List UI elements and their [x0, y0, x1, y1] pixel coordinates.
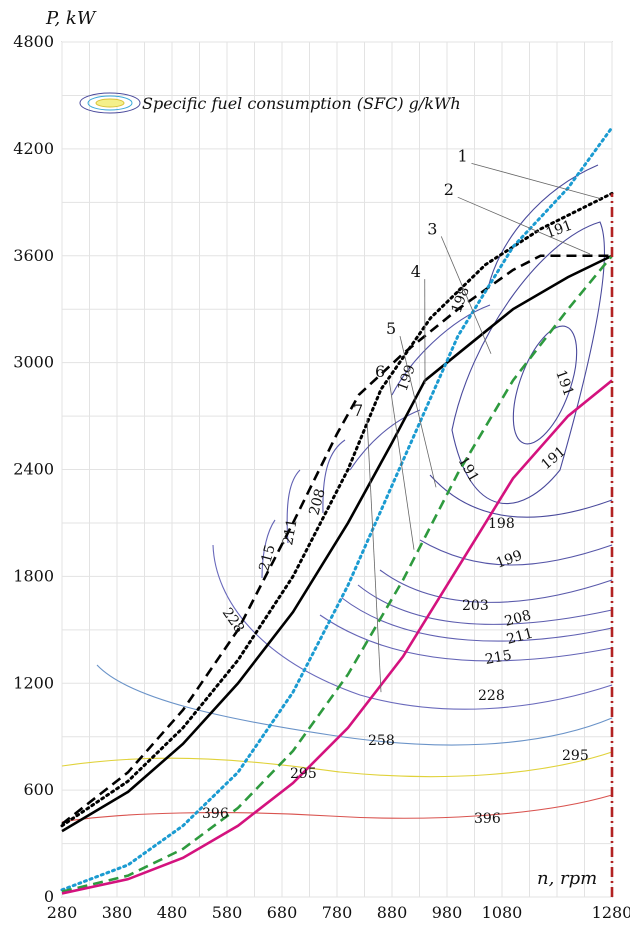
annotation-leader-2 [457, 196, 591, 255]
annotation-leader-7 [366, 418, 382, 693]
x-tick-label: 680 [267, 903, 298, 922]
grid [61, 41, 613, 898]
y-tick-label: 2400 [13, 460, 54, 479]
annotation-5: 5 [386, 319, 396, 338]
legend-label: Specific fuel consumption (SFC) g/kWh [142, 94, 461, 113]
annotation-2: 2 [444, 180, 454, 199]
contour-258 [96, 664, 613, 746]
x-tick-label: 380 [102, 903, 133, 922]
y-tick-label: 1800 [13, 566, 54, 585]
y-tick-label: 3600 [13, 246, 54, 265]
x-tick-label: 1080 [482, 903, 523, 922]
x-tick-label: 1280 [592, 903, 630, 922]
contour-label-198b: 198 [488, 516, 515, 532]
annotation-leader-6 [388, 378, 415, 550]
contour-215 [261, 519, 613, 662]
contour-label-211a: 211 [280, 518, 300, 547]
x-tick-label: 880 [377, 903, 408, 922]
annotation-6: 6 [375, 362, 385, 381]
series-line-5 [61, 254, 614, 893]
y-tick-label: 3000 [13, 353, 54, 372]
contour-203 [349, 409, 613, 603]
x-tick-label: 780 [322, 903, 353, 922]
annotation-leader-3 [440, 236, 492, 354]
ticks: 280 380 480 580 680 780 880 980 1080 1280 0 600 1200… [13, 32, 630, 922]
y-axis-title: P, kW [45, 8, 97, 29]
series-line-1 [60, 191, 614, 828]
legend-icon-outer [79, 92, 141, 114]
y-tick-label: 1200 [13, 673, 54, 692]
legend: Specific fuel consumption (SFC) g/kWh [79, 92, 461, 114]
contour-label-203: 203 [462, 598, 489, 614]
contour-396 [61, 794, 613, 823]
annotation-1: 1 [458, 146, 468, 165]
contour-label-295b: 295 [562, 748, 589, 764]
y-tick-label: 600 [23, 780, 54, 799]
contour-label-228b: 228 [478, 688, 505, 704]
contour-label-208b: 208 [503, 607, 533, 629]
annotation-leader-5 [399, 336, 437, 488]
x-tick-label: 580 [212, 903, 243, 922]
x-tick-label: 280 [47, 903, 78, 922]
contour-label-396a: 396 [202, 806, 229, 822]
y-tick-label: 4200 [13, 139, 54, 158]
contour-295 [61, 751, 613, 778]
contour-208 [322, 439, 613, 625]
contour-label-208a: 208 [306, 487, 328, 517]
contour-label-211b: 211 [505, 625, 535, 647]
y-tick-label: 4800 [13, 32, 54, 51]
contour-label-215b: 215 [484, 648, 513, 668]
contour-label-215a: 215 [256, 543, 278, 573]
contour-label-295a: 295 [290, 766, 317, 782]
x-tick-label: 480 [157, 903, 188, 922]
annotation-3: 3 [427, 219, 437, 238]
legend-icon-inner [95, 98, 125, 108]
series-line-6 [61, 379, 613, 895]
series-line-2 [61, 254, 612, 825]
annotations: 12 3 4 5 6 7 [353, 146, 602, 693]
x-tick-label: 980 [432, 903, 463, 922]
series-layer [60, 126, 614, 897]
contour-191-inner [512, 325, 578, 445]
annotation-4: 4 [411, 262, 421, 281]
y-tick-label: 0 [44, 887, 54, 906]
contour-label-396b: 396 [474, 811, 501, 827]
contour-228 [212, 544, 613, 710]
contour-label-258: 258 [368, 733, 395, 749]
series-line-4 [60, 126, 614, 892]
annotation-leader-1 [471, 162, 602, 200]
x-axis-title: n, rpm [537, 868, 597, 889]
annotation-7: 7 [353, 401, 363, 420]
contour-199 [391, 304, 613, 566]
legend-icon-mid [87, 95, 133, 111]
sfc-contours [61, 164, 613, 823]
contour-191 [451, 221, 605, 504]
